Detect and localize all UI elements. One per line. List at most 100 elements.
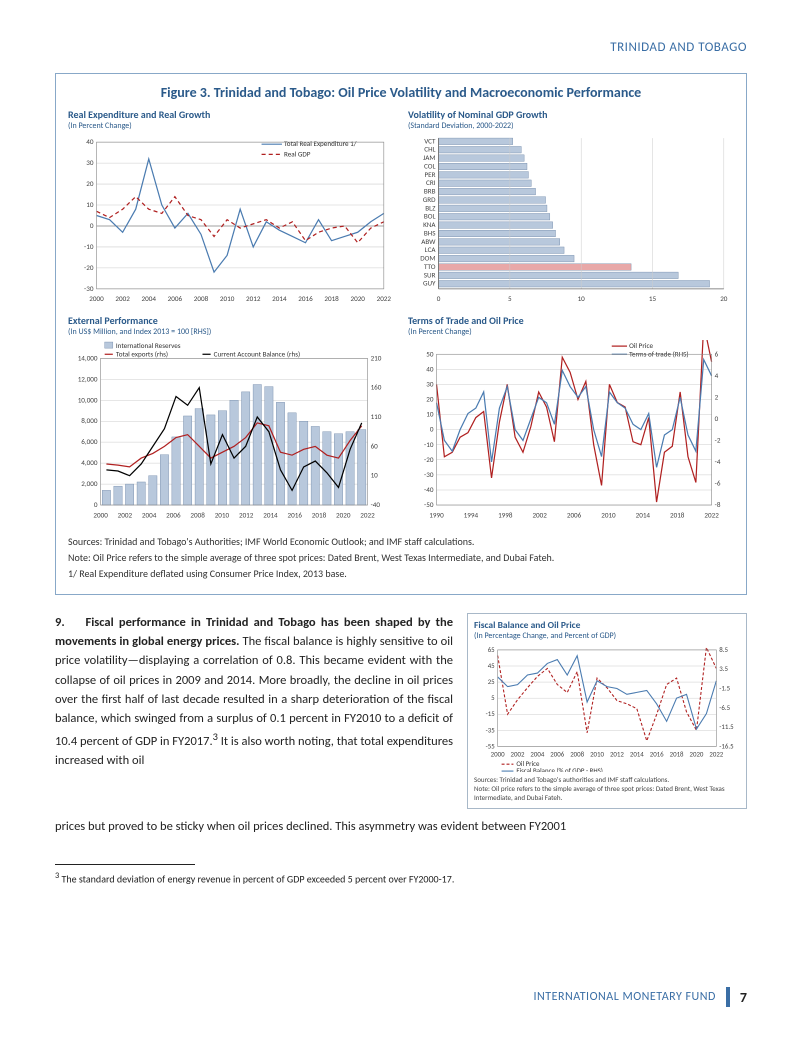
svg-text:2012: 2012 xyxy=(246,294,261,303)
inline-chart-title: Fiscal Balance and Oil Price xyxy=(474,619,740,631)
svg-text:2004: 2004 xyxy=(530,749,544,758)
svg-text:0: 0 xyxy=(715,414,719,423)
svg-text:20: 20 xyxy=(720,294,728,303)
svg-text:2016: 2016 xyxy=(287,510,302,519)
svg-text:-4: -4 xyxy=(715,457,721,466)
chart4-svg: -50-40-30-20-1001020304050-8-6-4-2024619… xyxy=(408,340,734,523)
svg-text:2008: 2008 xyxy=(190,510,205,519)
svg-text:2002: 2002 xyxy=(118,510,133,519)
figure-sources: Sources: Trinidad and Tobago's Authoriti… xyxy=(68,534,734,582)
svg-text:-35: -35 xyxy=(486,725,496,734)
svg-text:12,000: 12,000 xyxy=(78,375,98,384)
footer-org: INTERNATIONAL MONETARY FUND xyxy=(533,990,715,1004)
page-footer: INTERNATIONAL MONETARY FUND 7 xyxy=(533,987,747,1007)
svg-text:-30: -30 xyxy=(84,284,94,293)
svg-text:2018: 2018 xyxy=(670,749,684,758)
chart2-title: Volatility of Nominal GDP Growth xyxy=(408,109,734,121)
svg-text:-11.5: -11.5 xyxy=(719,722,734,731)
svg-text:1994: 1994 xyxy=(464,510,479,519)
chart-external-performance: External Performance (In US$ Million, an… xyxy=(68,315,394,523)
svg-text:6,000: 6,000 xyxy=(81,437,98,446)
svg-text:5: 5 xyxy=(508,294,512,303)
svg-text:8.5: 8.5 xyxy=(719,644,728,653)
svg-text:2008: 2008 xyxy=(570,749,584,758)
svg-text:2002: 2002 xyxy=(511,749,525,758)
svg-text:2006: 2006 xyxy=(166,510,181,519)
svg-text:1990: 1990 xyxy=(429,510,444,519)
svg-text:-15: -15 xyxy=(486,709,496,718)
svg-text:2012: 2012 xyxy=(610,749,624,758)
svg-text:-6: -6 xyxy=(715,479,721,488)
svg-text:2018: 2018 xyxy=(312,510,327,519)
svg-text:2022: 2022 xyxy=(377,294,392,303)
svg-text:Real GDP: Real GDP xyxy=(284,149,311,158)
svg-text:2010: 2010 xyxy=(220,294,235,303)
svg-text:2022: 2022 xyxy=(709,749,723,758)
chart4-title: Terms of Trade and Oil Price xyxy=(408,315,734,327)
svg-text:-30: -30 xyxy=(424,470,434,479)
svg-text:1998: 1998 xyxy=(498,510,513,519)
svg-text:2022: 2022 xyxy=(360,510,375,519)
svg-text:4: 4 xyxy=(715,371,719,380)
svg-text:-40: -40 xyxy=(424,485,434,494)
svg-text:210: 210 xyxy=(371,354,382,363)
chart2-svg: VCTCHLJAMCOLPERCRIBRBGRDBLZBOLKNABHSABWL… xyxy=(408,134,734,307)
svg-text:20: 20 xyxy=(86,179,94,188)
figure-title: Figure 3. Trinidad and Tobago: Oil Price… xyxy=(68,84,734,101)
svg-text:2008: 2008 xyxy=(194,294,209,303)
chart2-unit: (Standard Deviation, 2000-2022) xyxy=(408,121,734,131)
body-paragraph-cont: prices but proved to be sticky when oil … xyxy=(55,817,747,836)
chart-terms-of-trade: Terms of Trade and Oil Price (In Percent… xyxy=(408,315,734,523)
svg-text:160: 160 xyxy=(371,383,382,392)
svg-text:2002: 2002 xyxy=(532,510,547,519)
svg-text:2010: 2010 xyxy=(215,510,230,519)
svg-text:-8: -8 xyxy=(715,500,721,509)
svg-text:2000: 2000 xyxy=(89,294,104,303)
svg-text:2,000: 2,000 xyxy=(81,479,98,488)
svg-text:2018: 2018 xyxy=(324,294,339,303)
svg-text:2014: 2014 xyxy=(263,510,278,519)
svg-text:2: 2 xyxy=(715,393,719,402)
svg-text:25: 25 xyxy=(488,677,495,686)
svg-text:110: 110 xyxy=(371,412,382,421)
svg-text:8,000: 8,000 xyxy=(81,416,98,425)
footnote-text: The standard deviation of energy revenue… xyxy=(62,873,455,886)
svg-text:2002: 2002 xyxy=(115,294,130,303)
svg-text:10: 10 xyxy=(426,410,434,419)
svg-text:2006: 2006 xyxy=(567,510,582,519)
svg-text:Total Real Expenditure 1/: Total Real Expenditure 1/ xyxy=(284,139,357,148)
svg-text:40: 40 xyxy=(86,137,94,146)
svg-text:0: 0 xyxy=(437,294,441,303)
footer-bar xyxy=(726,987,730,1007)
svg-text:2014: 2014 xyxy=(630,749,644,758)
page-header-country: TRINIDAD AND TOBAGO xyxy=(55,40,747,55)
svg-text:-40: -40 xyxy=(371,500,381,509)
svg-text:2020: 2020 xyxy=(689,749,703,758)
svg-text:10: 10 xyxy=(86,200,94,209)
chart1-svg: -30-20-100102030402000200220042006200820… xyxy=(68,134,394,307)
svg-text:30: 30 xyxy=(426,380,434,389)
inline-chart-fiscal-balance: Fiscal Balance and Oil Price (In Percent… xyxy=(467,613,747,809)
svg-text:50: 50 xyxy=(426,349,434,358)
svg-text:2000: 2000 xyxy=(491,749,505,758)
svg-text:14,000: 14,000 xyxy=(78,354,98,363)
svg-text:GUY: GUY xyxy=(423,279,436,288)
svg-text:2016: 2016 xyxy=(650,749,664,758)
svg-text:Current Account Balance (rhs): Current Account Balance (rhs) xyxy=(214,349,300,358)
inline-chart-sources: Sources: Trinidad and Tobago's authoriti… xyxy=(474,775,740,802)
svg-text:2012: 2012 xyxy=(239,510,254,519)
svg-text:2004: 2004 xyxy=(142,510,157,519)
figure-container: Figure 3. Trinidad and Tobago: Oil Price… xyxy=(55,73,747,595)
svg-text:10: 10 xyxy=(578,294,586,303)
svg-text:2020: 2020 xyxy=(350,294,365,303)
chart-real-expenditure: Real Expenditure and Real Growth (In Per… xyxy=(68,109,394,307)
svg-text:0: 0 xyxy=(430,425,434,434)
chart-grid: Real Expenditure and Real Growth (In Per… xyxy=(68,109,734,524)
svg-text:2010: 2010 xyxy=(601,510,616,519)
svg-text:-10: -10 xyxy=(84,242,94,251)
svg-text:0: 0 xyxy=(90,221,94,230)
svg-text:3.5: 3.5 xyxy=(719,664,728,673)
chart1-unit: (In Percent Change) xyxy=(68,121,394,131)
inline-chart-unit: (In Percentage Change, and Percent of GD… xyxy=(474,631,740,641)
svg-text:20: 20 xyxy=(426,395,434,404)
